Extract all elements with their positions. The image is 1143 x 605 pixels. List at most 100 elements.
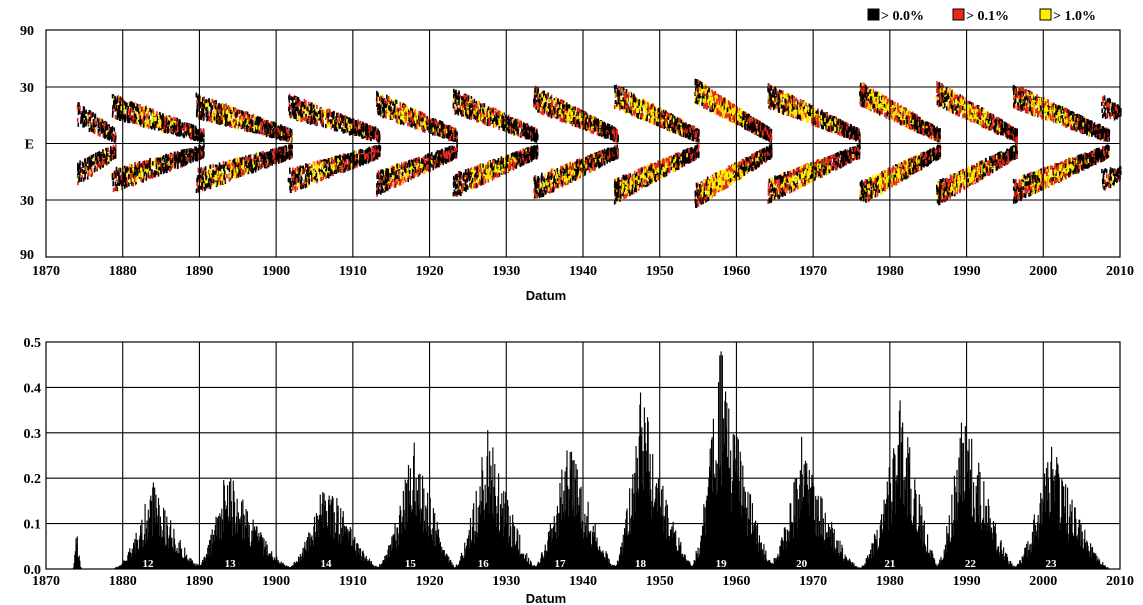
butterfly-point — [342, 128, 345, 134]
butterfly-point — [113, 100, 116, 105]
butterfly-point — [103, 125, 106, 130]
butterfly-point — [216, 114, 218, 119]
butterfly-point — [210, 110, 212, 115]
butterfly-point — [228, 167, 231, 173]
butterfly-point — [238, 169, 240, 174]
butterfly-point — [353, 153, 356, 158]
butterfly-point — [133, 181, 136, 186]
butterfly-point — [438, 132, 440, 137]
butterfly-point — [378, 135, 381, 141]
butterfly-point — [376, 103, 379, 108]
butterfly-point — [325, 171, 327, 176]
butterfly-point — [98, 118, 101, 123]
butterfly-point — [293, 110, 295, 115]
butterfly-point — [403, 109, 406, 114]
butterfly-point — [229, 120, 231, 125]
butterfly-point — [178, 119, 180, 124]
butterfly-point — [139, 119, 141, 124]
butterfly-point — [206, 171, 209, 176]
butterfly-point — [424, 125, 427, 130]
butterfly-point — [125, 170, 128, 175]
butterfly-point — [298, 116, 301, 121]
butterfly-point — [121, 186, 123, 191]
butterfly-point — [117, 97, 120, 102]
butterfly-point — [324, 168, 326, 173]
butterfly-point — [292, 186, 294, 191]
butterfly-point — [262, 150, 264, 156]
butterfly-point — [314, 102, 316, 108]
butterfly-point — [203, 101, 205, 106]
butterfly-point — [220, 170, 223, 175]
butterfly-point — [299, 182, 302, 187]
butterfly-point — [212, 163, 215, 169]
butterfly-point — [378, 138, 381, 143]
butterfly-point — [76, 117, 79, 123]
butterfly-point — [166, 120, 169, 125]
butterfly-point — [334, 162, 336, 167]
butterfly-point — [430, 123, 432, 128]
butterfly-point — [146, 168, 148, 174]
butterfly-point — [135, 180, 137, 185]
butterfly-point — [280, 146, 283, 151]
butterfly-point — [316, 160, 319, 165]
butterfly-point — [454, 137, 457, 142]
butterfly-point — [224, 109, 226, 114]
butterfly-point — [104, 126, 107, 131]
butterfly-point — [116, 115, 118, 120]
butterfly-point — [234, 107, 237, 112]
butterfly-point — [137, 113, 139, 118]
butterfly-point — [261, 118, 264, 123]
butterfly-point — [340, 162, 342, 168]
butterfly-point — [196, 135, 199, 141]
butterfly-point — [176, 121, 179, 126]
butterfly-point — [424, 117, 426, 122]
butterfly-point — [147, 160, 149, 165]
butterfly-point — [239, 170, 241, 175]
butterfly-point — [116, 112, 119, 117]
butterfly-point — [413, 108, 415, 113]
butterfly-point — [290, 130, 293, 135]
butterfly-point — [256, 120, 259, 125]
butterfly-point — [292, 102, 294, 107]
butterfly-point — [364, 149, 367, 154]
butterfly-point — [158, 126, 160, 131]
butterfly-point — [215, 172, 218, 177]
butterfly-point — [199, 148, 201, 153]
butterfly-point — [92, 119, 95, 124]
butterfly-point — [105, 158, 107, 164]
butterfly-point — [200, 116, 203, 121]
butterfly-point — [111, 132, 113, 137]
butterfly-point — [85, 115, 87, 120]
butterfly-point — [107, 126, 109, 131]
butterfly-point — [142, 167, 145, 172]
butterfly-point — [288, 144, 290, 149]
butterfly-point — [261, 163, 264, 168]
legend-label-0: > 0.0% — [881, 9, 924, 24]
butterfly-point — [194, 152, 197, 157]
butterfly-point — [210, 169, 213, 174]
butterfly-point — [140, 168, 142, 173]
butterfly-point — [418, 110, 420, 115]
butterfly-point — [163, 158, 166, 163]
butterfly-point — [339, 121, 342, 126]
butterfly-point — [237, 159, 240, 164]
butterfly-point — [353, 125, 355, 130]
butterfly-point — [81, 116, 84, 121]
butterfly-point — [199, 114, 201, 119]
butterfly-point — [246, 114, 249, 119]
butterfly-point — [129, 102, 131, 107]
butterfly-point — [233, 121, 236, 126]
butterfly-point — [394, 99, 396, 104]
butterfly-point — [120, 106, 122, 111]
butterfly-point — [82, 163, 84, 169]
butterfly-point — [78, 102, 80, 107]
butterfly-point — [223, 176, 226, 181]
butterfly-point — [238, 115, 241, 120]
butterfly-point — [149, 174, 152, 179]
butterfly-point — [204, 172, 207, 177]
butterfly-point — [174, 121, 177, 126]
butterfly-point — [384, 99, 386, 104]
butterfly-point — [105, 148, 107, 153]
butterfly-point — [214, 174, 216, 179]
butterfly-point — [291, 174, 293, 179]
